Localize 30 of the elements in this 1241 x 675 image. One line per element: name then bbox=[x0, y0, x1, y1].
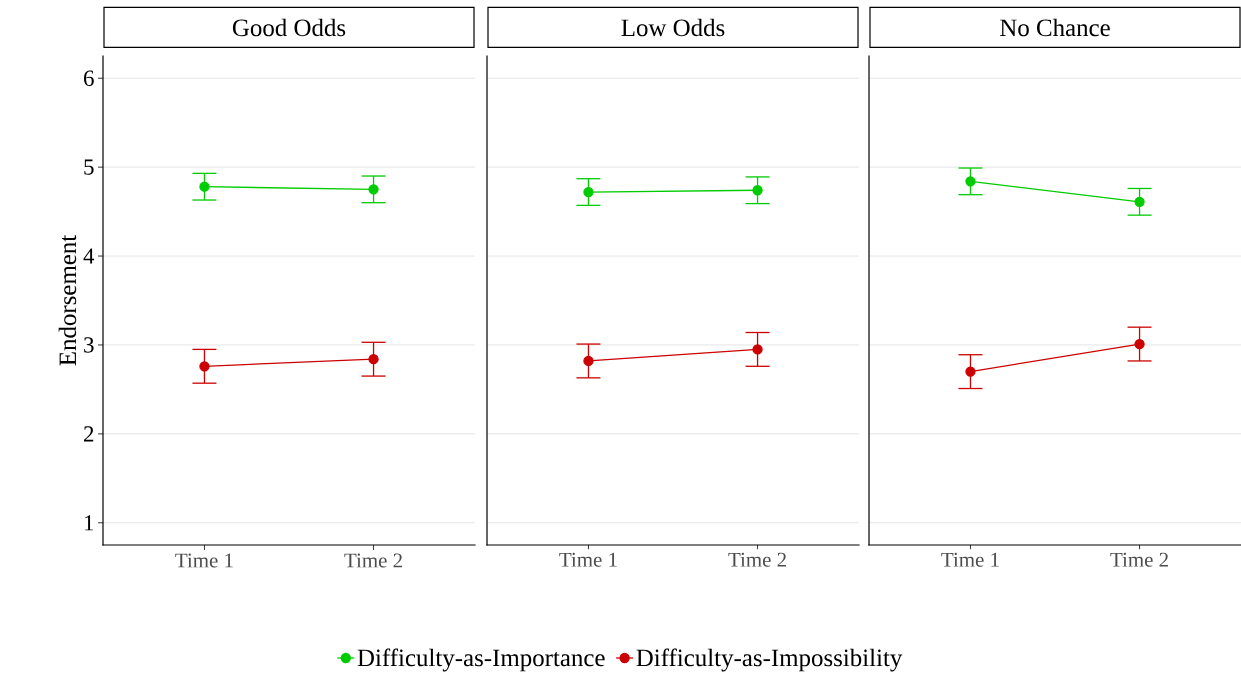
chart-title: Low Odds bbox=[621, 18, 725, 37]
y-tick-label: 6 bbox=[84, 70, 94, 86]
point bbox=[368, 184, 379, 195]
chart-title: Good Odds bbox=[232, 18, 346, 37]
y-tick-label: 2 bbox=[84, 426, 94, 442]
point bbox=[752, 344, 763, 355]
y-tick-label: 3 bbox=[84, 337, 94, 353]
point bbox=[965, 366, 976, 377]
point bbox=[583, 186, 594, 198]
legend-label: Difficulty-as-Impossibility bbox=[636, 648, 903, 672]
point bbox=[583, 355, 594, 367]
y-tick-label: 4 bbox=[83, 248, 95, 264]
y-tick-label: 1 bbox=[85, 515, 94, 531]
point bbox=[199, 361, 210, 372]
point bbox=[199, 181, 210, 192]
x-tick-label: Time 2 bbox=[728, 552, 786, 567]
x-tick-label: Time 1 bbox=[941, 552, 999, 567]
point bbox=[1134, 338, 1145, 350]
point bbox=[368, 354, 379, 365]
chart-title: No Chance bbox=[1000, 18, 1110, 37]
y-axis-title: Endorsement bbox=[58, 234, 77, 366]
x-tick-label: Time 2 bbox=[344, 553, 402, 568]
point bbox=[752, 185, 763, 196]
x-tick-label: Time 1 bbox=[559, 552, 617, 567]
x-tick-label: Time 2 bbox=[1110, 552, 1168, 567]
point bbox=[1134, 196, 1145, 207]
x-tick-label: Time 1 bbox=[175, 553, 233, 568]
point bbox=[965, 176, 976, 187]
legend-label: Difficulty-as-Importance bbox=[357, 648, 605, 672]
y-tick-label: 5 bbox=[84, 159, 94, 175]
